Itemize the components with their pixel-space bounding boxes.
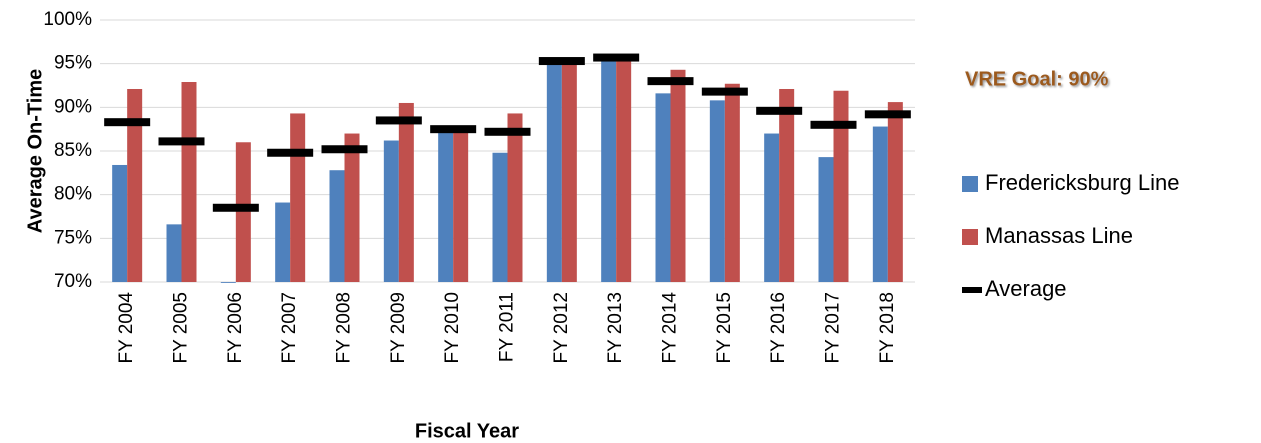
average-marker (321, 145, 368, 154)
bar (546, 61, 562, 283)
bar (453, 127, 469, 282)
legend-label: Fredericksburg Line (985, 170, 1179, 195)
bar (127, 88, 143, 282)
x-tick-label: FY 2015 (714, 292, 735, 363)
bar (290, 113, 306, 283)
average-marker (756, 106, 803, 115)
bar (655, 93, 671, 282)
x-tick-label: FY 2006 (225, 292, 246, 363)
x-tick-label: FY 2010 (442, 292, 463, 363)
bar (561, 61, 577, 283)
average-marker (701, 87, 748, 96)
x-tick-label: FY 2005 (171, 292, 192, 363)
average-marker (375, 116, 422, 125)
y-tick-label: 85% (54, 140, 92, 161)
y-tick-label: 95% (54, 53, 92, 74)
average-marker (484, 127, 531, 136)
bar (344, 133, 360, 282)
x-tick-label: FY 2014 (660, 292, 681, 364)
bar (112, 164, 128, 282)
legend-swatch (962, 229, 978, 245)
bar (166, 224, 182, 282)
average-marker (864, 110, 911, 119)
x-tick-label: FY 2017 (823, 292, 844, 363)
bar (764, 133, 780, 282)
average-marker (430, 125, 477, 134)
bar (492, 152, 508, 282)
bar (724, 83, 740, 283)
x-tick-label: FY 2018 (877, 292, 898, 363)
goal-annotation: VRE Goal: 90% (965, 68, 1109, 90)
legend-label: Average (985, 276, 1067, 301)
bar (709, 100, 725, 282)
average-marker (267, 148, 314, 157)
average-marker (647, 77, 694, 86)
x-tick-label: FY 2007 (279, 292, 300, 363)
bar (507, 113, 523, 283)
x-tick-label: FY 2004 (116, 292, 137, 364)
legend-swatch (962, 287, 982, 293)
bar (181, 82, 197, 282)
y-tick-label: 75% (54, 227, 92, 248)
average-marker (538, 57, 585, 66)
y-tick-label: 90% (54, 96, 92, 117)
bar (887, 102, 903, 283)
bar (779, 88, 795, 282)
bar (818, 157, 834, 282)
bar (833, 90, 849, 283)
average-marker (158, 137, 205, 146)
bar (329, 170, 345, 282)
x-tick-label: FY 2016 (768, 292, 789, 363)
x-tick-label: FY 2011 (497, 292, 518, 362)
bar (616, 58, 632, 282)
bar (383, 140, 399, 282)
bar (235, 142, 251, 282)
bar (670, 69, 686, 282)
average-marker (212, 203, 259, 212)
x-axis-title: Fiscal Year (415, 420, 519, 442)
y-tick-label: 100% (43, 9, 92, 30)
average-marker (593, 53, 640, 62)
y-tick-label: 80% (54, 184, 92, 205)
legend-label: Manassas Line (985, 223, 1133, 248)
bar (438, 131, 454, 282)
y-tick-label: 70% (54, 271, 92, 292)
average-marker (104, 118, 151, 127)
average-marker (810, 120, 857, 129)
x-tick-label: FY 2012 (551, 292, 572, 363)
x-tick-label: FY 2008 (334, 292, 355, 363)
y-axis-title: Average On-Time (24, 69, 46, 234)
bar (275, 202, 291, 282)
bar (398, 102, 414, 282)
bar (872, 126, 888, 283)
bar (220, 282, 236, 283)
legend-swatch (962, 176, 978, 192)
bar (601, 58, 617, 282)
x-tick-label: FY 2009 (388, 292, 409, 363)
x-tick-label: FY 2013 (605, 292, 626, 363)
